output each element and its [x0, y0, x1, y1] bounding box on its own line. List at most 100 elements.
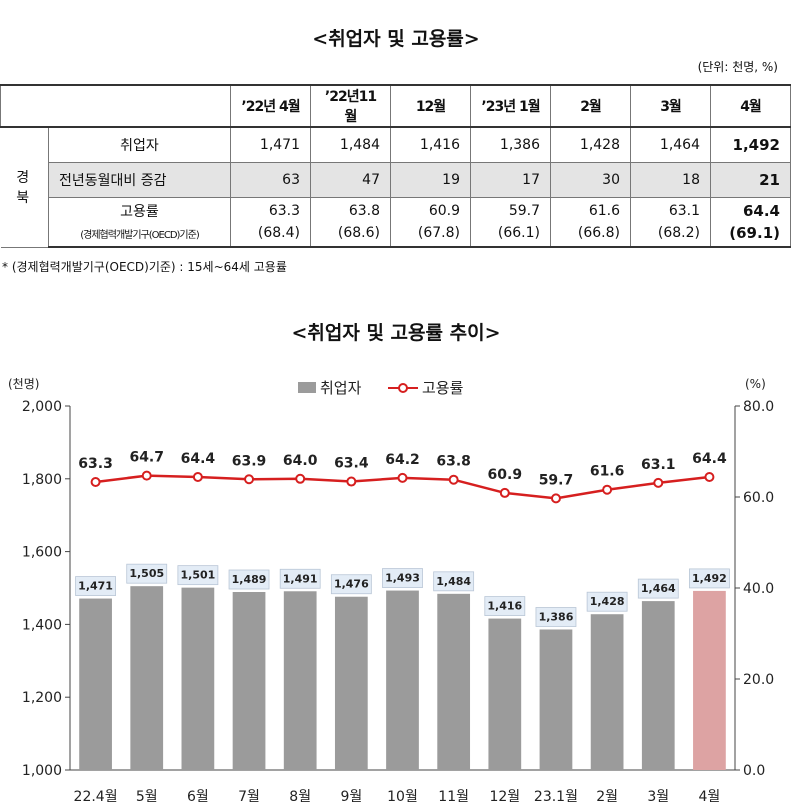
bar-value-label: 1,416	[487, 600, 522, 613]
x-tick-label: 5월	[136, 789, 158, 805]
bar-label-box	[382, 568, 423, 588]
table-cell: 60.9	[390, 197, 471, 222]
bar	[386, 590, 419, 770]
x-tick-label: 9월	[340, 789, 362, 805]
bar-label-box	[433, 571, 475, 592]
rate-point	[192, 471, 203, 482]
bar-value-label: 1,484	[436, 575, 471, 588]
table-cell: 63.3	[230, 197, 311, 222]
table-cell: 64.4	[710, 197, 791, 222]
table-row-rate: 고용률 63.3 63.8 60.9 59.7 61.6 63.1 64.4	[1, 197, 791, 222]
footnote: * (경제협력개발기구(OECD)기준) : 15세~64세 고용률	[2, 260, 287, 274]
rate-point	[653, 477, 664, 488]
rate-value-label: 64.7	[129, 450, 164, 466]
rate-value-label: 64.2	[385, 452, 420, 468]
table-title: <취업자 및 고용률>	[312, 28, 480, 50]
table-cell: 61.6	[550, 197, 631, 222]
bar-value-label: 1,492	[692, 572, 727, 585]
rate-value-label: 63.1	[641, 457, 676, 473]
bar	[334, 596, 368, 770]
table-row-employed: 경북 취업자 1,471 1,484 1,416 1,386 1,428 1,4…	[0, 126, 791, 248]
table-cell: 18	[630, 162, 711, 198]
rate-value-label: 63.8	[436, 454, 471, 470]
y-left-tick-label: 1,600	[22, 545, 62, 561]
rate-point	[602, 484, 613, 495]
bar-value-label: 1,491	[283, 572, 318, 585]
rate-point	[141, 470, 152, 481]
x-tick-label: 12월	[489, 789, 520, 805]
table-cell: 1,484	[310, 126, 391, 163]
row-label: (경제협력개발기구(OECD)기준)	[48, 222, 231, 248]
x-tick-label: 8월	[289, 789, 311, 805]
employment-table: ’22년 4월 ’22년11월 12월 ’23년 1월 2월 3월 4월 경북 …	[0, 84, 791, 248]
rate-point	[244, 474, 255, 485]
y-left-unit: (천명)	[8, 376, 39, 391]
column-header: 4월	[710, 84, 791, 128]
table-cell: (66.8)	[550, 222, 631, 248]
table-cell: 1,416	[390, 126, 471, 163]
x-tick-label: 23.1월	[534, 789, 578, 805]
column-header: 12월	[390, 84, 471, 128]
y-right-tick-label: 20.0	[743, 672, 774, 688]
y-left-tick-label: 1,400	[22, 617, 62, 633]
bar-label-box	[330, 574, 372, 595]
y-right-tick-label: 40.0	[743, 581, 774, 597]
bar-value-label: 1,489	[232, 573, 267, 586]
y-left-tick-label: 1,000	[22, 763, 62, 779]
table-cell: 1,386	[470, 126, 551, 163]
rate-point	[448, 474, 459, 485]
table-header-row: ’22년 4월 ’22년11월 12월 ’23년 1월 2월 3월 4월	[0, 84, 791, 128]
legend-label-employed: 취업자	[320, 379, 362, 397]
table-row-oecd: (경제협력개발기구(OECD)기준) (68.4) (68.6) (67.8) …	[1, 222, 791, 248]
bar	[693, 590, 726, 770]
x-tick-label: 7월	[238, 789, 260, 805]
chart-title: <취업자 및 고용률 추이>	[291, 322, 501, 344]
table-cell: 21	[710, 162, 791, 198]
table-row-yoy: 전년동월대비 증감 63 47 19 17 30 18 21	[1, 162, 791, 198]
rate-point	[550, 493, 561, 504]
rate-value-label: 59.7	[539, 472, 574, 488]
y-left-tick-label: 1,200	[22, 690, 62, 706]
rate-point	[397, 472, 408, 483]
table-cell: 1,471	[230, 126, 311, 163]
rate-value-label: 63.9	[232, 453, 267, 469]
rate-value-label: 64.0	[283, 453, 318, 469]
rate-value-label: 63.4	[334, 456, 369, 472]
rate-value-label: 61.6	[590, 464, 625, 480]
table-cell: (68.4)	[230, 222, 311, 248]
y-right-tick-label: 0.0	[743, 763, 765, 779]
rate-point	[499, 487, 510, 498]
table-cell: 63.8	[310, 197, 391, 222]
rate-value-label: 64.4	[692, 451, 727, 467]
rate-point	[295, 473, 306, 484]
bar	[130, 586, 164, 770]
bar-value-label: 1,505	[129, 567, 164, 580]
y-left-tick-label: 2,000	[22, 399, 62, 415]
bar-value-label: 1,386	[539, 610, 574, 623]
bar-value-label: 1,493	[385, 572, 420, 585]
column-header: ’23년 1월	[470, 84, 551, 128]
bar-label-box	[75, 576, 116, 596]
header-empty-cell	[0, 84, 231, 128]
x-tick-label: 6월	[187, 789, 209, 805]
bar-label-box	[484, 596, 526, 616]
x-tick-label: 4월	[699, 789, 721, 805]
bar-label-box	[177, 565, 219, 586]
x-tick-label: 22.4월	[74, 789, 118, 805]
bar	[539, 629, 573, 770]
rate-point	[346, 476, 357, 487]
bar	[641, 601, 675, 770]
bar	[283, 591, 317, 770]
bar-label-box	[586, 591, 628, 612]
bar-value-label: 1,471	[78, 580, 113, 593]
table-cell: 1,464	[630, 126, 711, 163]
bar-value-label: 1,501	[180, 569, 215, 582]
y-right-unit: (%)	[745, 377, 766, 391]
bar-value-label: 1,428	[590, 595, 625, 608]
bar-value-label: 1,464	[641, 582, 676, 595]
y-left-tick-label: 1,800	[22, 472, 62, 488]
column-header: ’22년11월	[310, 84, 391, 128]
rate-point	[704, 471, 715, 482]
y-right-tick-label: 80.0	[743, 399, 774, 415]
bar	[488, 618, 522, 770]
